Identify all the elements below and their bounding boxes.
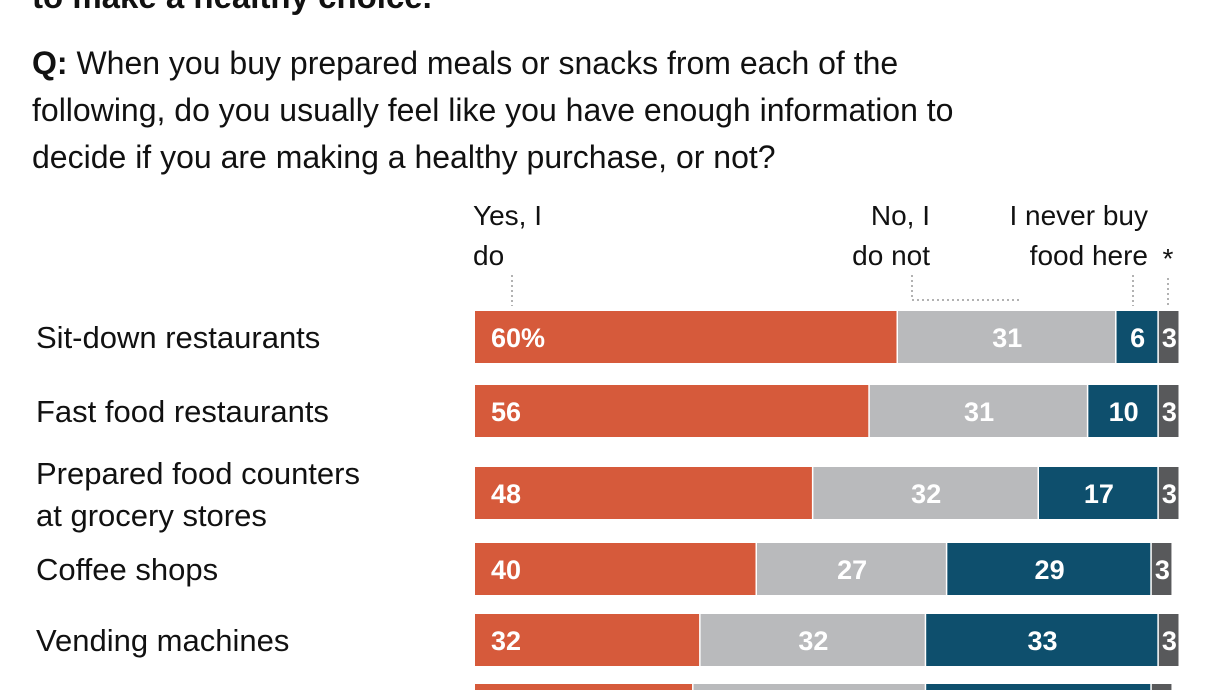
bar-segment [475,543,756,595]
bar-segment [1158,385,1179,437]
data-label: 29 [1035,555,1065,585]
bar-segment [813,467,1038,519]
data-label: 10 [1109,397,1139,427]
data-label: 27 [837,555,867,585]
bar-segment [700,614,925,666]
data-label: 56 [491,397,521,427]
bar-segment [1116,311,1158,363]
question-prefix: Q: [32,45,77,81]
category-label: Sit-down restaurants [36,320,320,355]
data-label: 48 [491,479,521,509]
question-line: decide if you are making a healthy purch… [32,139,776,175]
category-label: Prepared food counters [36,456,360,491]
bar-segment [898,311,1116,363]
data-label: 31 [992,323,1022,353]
series-header: do not [852,240,930,271]
bar-segment [947,543,1151,595]
series-header: food here [1030,240,1148,271]
data-label: 3 [1162,626,1177,656]
data-label: 3 [1155,555,1170,585]
series-header: I never buy [1009,200,1148,231]
data-label: 32 [798,626,828,656]
bar-segment [475,311,897,363]
data-label: 31 [964,397,994,427]
bar-segment-partial [693,684,925,690]
bar-segment-partial [926,684,1151,690]
data-label: 32 [491,626,521,656]
data-label: 17 [1084,479,1114,509]
bar-segment [1158,467,1179,519]
bar-segment [1158,311,1179,363]
question: Q: When you buy prepared meals or snacks… [32,40,953,181]
question-line: following, do you usually feel like you … [32,92,954,128]
question-line: When you buy prepared meals or snacks fr… [76,45,899,81]
intro-fragment: to make a healthy choice. [32,0,432,16]
data-label: 32 [911,479,941,509]
series-header: * [1163,243,1174,274]
bar-segment [475,467,812,519]
series-header: do [473,240,504,271]
bar-segment-partial [475,684,693,690]
bar-segment [757,543,946,595]
data-label: 3 [1162,397,1177,427]
data-label: 60% [491,323,545,353]
bar-segment [926,614,1158,666]
bar-segment [1088,385,1158,437]
category-label: Vending machines [36,623,289,658]
bar-segment [475,385,869,437]
category-label: Fast food restaurants [36,394,329,429]
bar-segment [475,614,700,666]
series-header: Yes, I [473,200,542,231]
category-label: Coffee shops [36,552,218,587]
bar-segment [1039,467,1158,519]
data-label: 3 [1162,323,1177,353]
bar-segment [1151,543,1172,595]
bar-segment [1158,614,1179,666]
series-header: No, I [871,200,930,231]
data-label: 40 [491,555,521,585]
bar-segment-partial [1151,684,1172,690]
data-label: 6 [1130,323,1145,353]
data-label: 3 [1162,479,1177,509]
data-label: 33 [1028,626,1058,656]
category-label: at grocery stores [36,498,267,533]
bar-segment [869,385,1087,437]
